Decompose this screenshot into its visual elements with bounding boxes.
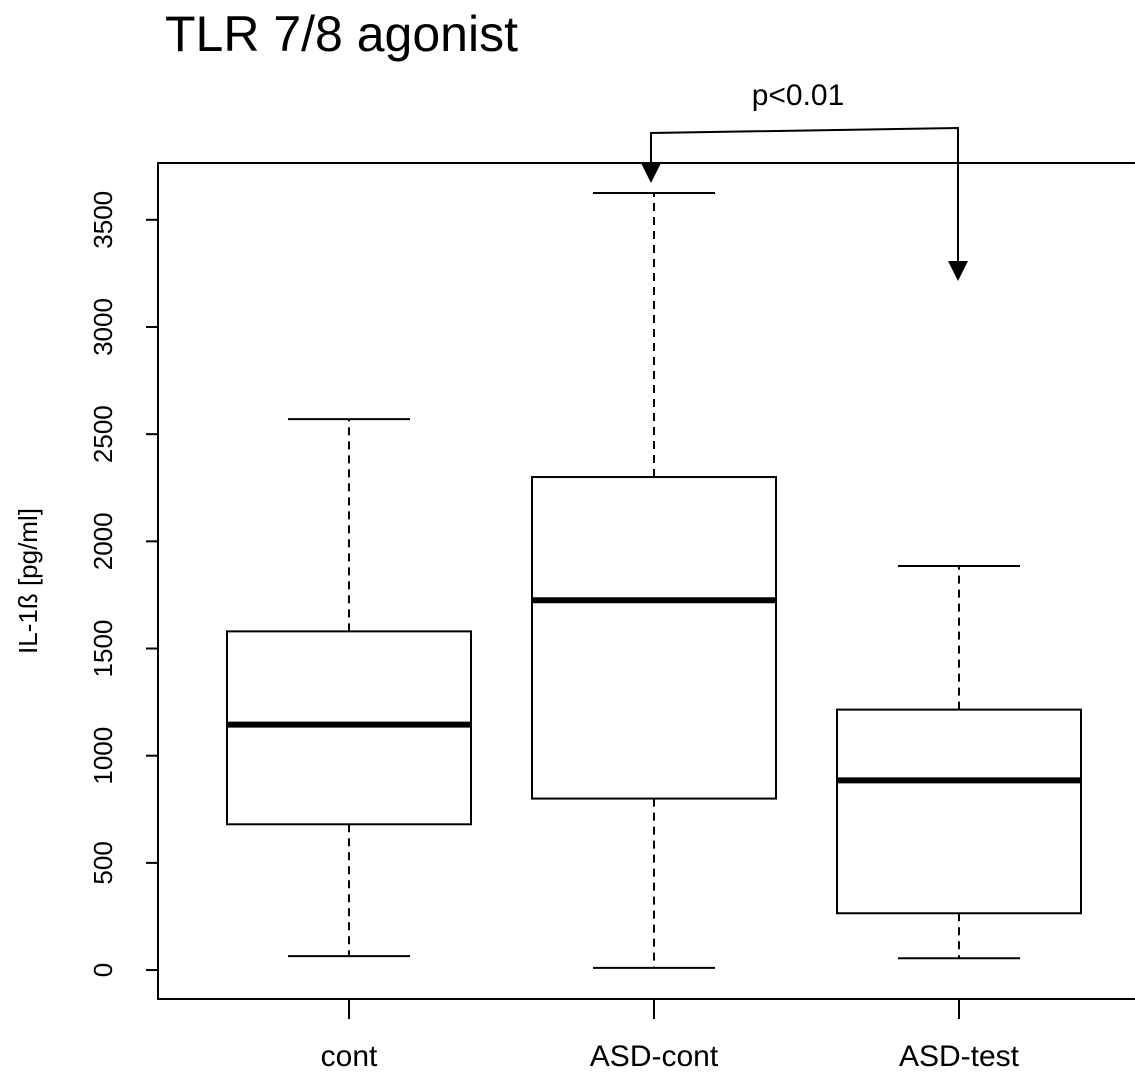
annotation: p<0.01 (752, 79, 845, 112)
x-tick-label: ASD-cont (590, 1040, 719, 1073)
y-axis-label: IL-1ß [pg/ml] (13, 508, 43, 654)
chart-title: TLR 7/8 agonist (165, 6, 518, 62)
y-tick-label: 1500 (88, 620, 118, 678)
y-tick-label: 0 (88, 963, 118, 977)
y-tick-label: 3500 (88, 191, 118, 249)
y-tick-label: 2000 (88, 512, 118, 570)
x-tick-label: cont (321, 1040, 378, 1073)
y-tick-label: 1000 (88, 727, 118, 785)
y-tick-label: 3000 (88, 298, 118, 356)
y-tick-label: 2500 (88, 405, 118, 463)
box (226, 630, 472, 826)
p-bracket (641, 126, 968, 281)
box (836, 708, 1082, 915)
x-tick-label: ASD-test (899, 1040, 1020, 1073)
box (531, 476, 777, 800)
y-tick-label: 500 (88, 841, 118, 884)
